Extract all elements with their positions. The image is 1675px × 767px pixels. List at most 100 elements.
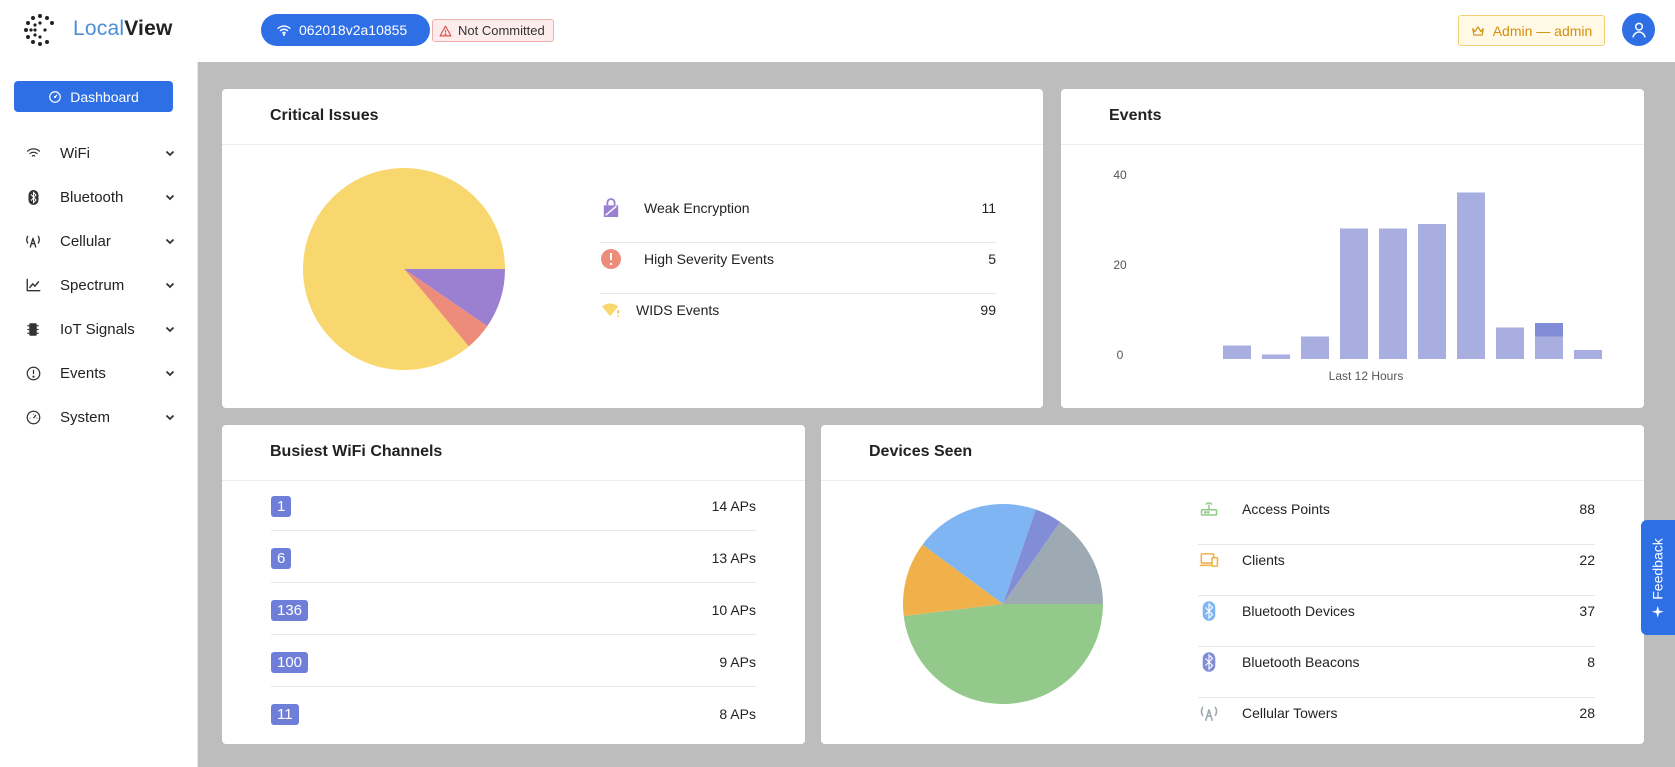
sparkle-icon [1652, 605, 1665, 618]
list-item[interactable]: Cellular Towers 28 [1198, 701, 1595, 725]
list-item[interactable]: High Severity Events 5 [600, 247, 996, 271]
x-axis-label: Last 12 Hours [1329, 369, 1404, 383]
pie-slice[interactable] [404, 269, 505, 327]
divider [1198, 697, 1595, 698]
list-item[interactable]: Weak Encryption 11 [600, 196, 996, 220]
pie-slice[interactable] [903, 544, 1003, 616]
commit-status-badge[interactable]: Not Committed [432, 19, 554, 42]
sidebar-item-system[interactable]: System [0, 399, 198, 435]
divider [271, 686, 756, 687]
device-id: 062018v2a10855 [299, 22, 408, 38]
device-selector[interactable]: 062018v2a10855 [261, 14, 430, 46]
bluetooth-icon [25, 189, 41, 205]
row-value: 8 [1587, 654, 1595, 670]
crown-icon [1471, 25, 1484, 36]
list-item[interactable]: 1 14 APs [271, 492, 756, 520]
busiest-channels-card: Busiest WiFi Channels 1 14 APs 6 13 APs … [222, 425, 805, 744]
wifi-icon [277, 25, 291, 36]
chevron-down-icon [165, 414, 175, 421]
chevron-down-icon [165, 282, 175, 289]
ap-count: 10 APs [711, 602, 756, 618]
critical-issues-card: Critical Issues Weak Encryption 11 High … [222, 89, 1043, 408]
divider [271, 530, 756, 531]
y-tick-label: 20 [1113, 258, 1127, 272]
sidebar-item-wifi[interactable]: WiFi [0, 135, 198, 171]
card-title: Events [1109, 107, 1162, 124]
list-item[interactable]: 6 13 APs [271, 544, 756, 572]
card-title: Devices Seen [869, 443, 973, 460]
commit-status-text: Not Committed [458, 23, 545, 38]
sidebar-item-label: Cellular [60, 232, 111, 250]
events-bar-chart: 40 20 0 Last 12 Hours [1113, 168, 1602, 383]
pie-slice[interactable] [1003, 522, 1103, 604]
list-item[interactable]: 100 9 APs [271, 648, 756, 676]
admin-label: Admin — admin [1492, 22, 1593, 39]
bar[interactable] [1340, 228, 1368, 360]
row-label: High Severity Events [644, 251, 774, 267]
list-item[interactable]: Bluetooth Devices 37 [1198, 599, 1595, 623]
list-item[interactable]: Access Points 88 [1198, 497, 1595, 521]
pie-slice[interactable] [922, 504, 1036, 604]
row-value: 28 [1579, 705, 1595, 721]
divider [1198, 595, 1595, 596]
bar[interactable] [1574, 350, 1602, 359]
bar[interactable] [1496, 327, 1524, 360]
card-title: Critical Issues [270, 107, 379, 124]
chip-icon [25, 321, 41, 337]
row-label: Bluetooth Beacons [1242, 654, 1360, 670]
sidebar-item-bluetooth[interactable]: Bluetooth [0, 179, 198, 215]
sidebar-item-events[interactable]: Events [0, 355, 198, 391]
bar[interactable] [1223, 345, 1251, 360]
ap-count: 8 APs [719, 706, 756, 722]
pie-slice[interactable] [903, 604, 1103, 704]
bar[interactable] [1418, 224, 1446, 359]
bar[interactable] [1262, 354, 1290, 360]
bar[interactable] [1301, 336, 1329, 360]
bar[interactable] [1535, 323, 1563, 337]
row-value: 37 [1579, 603, 1595, 619]
pie-slice[interactable] [303, 167, 505, 370]
chevron-down-icon [165, 370, 175, 377]
sidebar-item-cellular[interactable]: Cellular [0, 223, 198, 259]
y-tick-label: 40 [1113, 168, 1127, 182]
app-logo-text[interactable]: LocalView [73, 17, 172, 41]
lock-icon [600, 197, 622, 219]
bar[interactable] [1379, 228, 1407, 360]
list-item[interactable]: 11 8 APs [271, 700, 756, 728]
bar[interactable] [1457, 192, 1485, 360]
row-label: Weak Encryption [644, 200, 750, 216]
app-logo-icon[interactable] [22, 12, 58, 48]
bar[interactable] [1535, 336, 1563, 360]
row-label: WIDS Events [636, 302, 720, 318]
row-label: Bluetooth Devices [1242, 603, 1355, 619]
card-title: Busiest WiFi Channels [270, 443, 443, 460]
feedback-button[interactable]: Feedback [1641, 520, 1675, 635]
row-value: 22 [1579, 552, 1595, 568]
ap-count: 14 APs [711, 498, 756, 514]
divider [271, 634, 756, 635]
gauge-icon [25, 409, 41, 425]
user-avatar-button[interactable] [1622, 13, 1655, 46]
list-item[interactable]: Clients 22 [1198, 548, 1595, 572]
sidebar-item-label: IoT Signals [60, 320, 135, 338]
pie-slice[interactable] [404, 269, 488, 347]
admin-badge[interactable]: Admin — admin [1458, 15, 1605, 46]
events-card: Events 40 20 0 Last 12 Hours [1061, 89, 1644, 408]
list-item[interactable]: WIDS Events 99 [600, 298, 996, 322]
top-header: LocalView 062018v2a10855 Not Committed A… [0, 0, 1675, 62]
channel-badge: 11 [271, 703, 299, 725]
dashboard-button[interactable]: Dashboard [14, 81, 173, 112]
list-item[interactable]: Bluetooth Beacons 8 [1198, 650, 1595, 674]
alert-icon [25, 365, 41, 381]
list-item[interactable]: 136 10 APs [271, 596, 756, 624]
sidebar-item-iot-signals[interactable]: IoT Signals [0, 311, 198, 347]
divider [222, 144, 1043, 145]
divider [1198, 646, 1595, 647]
feedback-label: Feedback [1650, 537, 1667, 600]
sidebar-item-spectrum[interactable]: Spectrum [0, 267, 198, 303]
sidebar: Dashboard WiFi Bluetooth Cellular Spectr… [0, 62, 198, 767]
devices-icon [1198, 549, 1220, 571]
row-label: Clients [1242, 552, 1285, 568]
pie-slice[interactable] [1003, 509, 1061, 604]
ap-count: 13 APs [711, 550, 756, 566]
